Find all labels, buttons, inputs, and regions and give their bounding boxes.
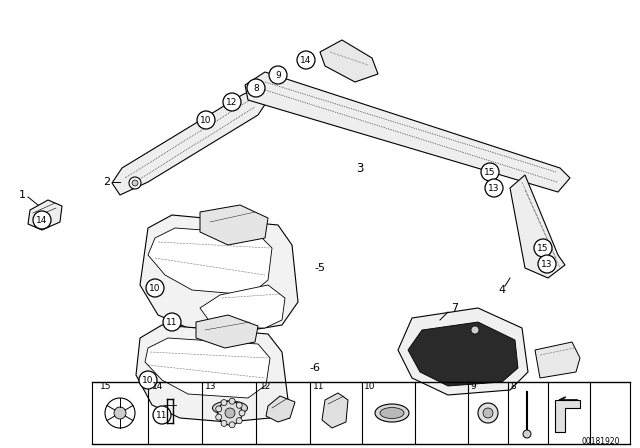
Circle shape [139,371,157,389]
Polygon shape [266,396,295,422]
Ellipse shape [375,404,409,422]
Text: 14: 14 [300,56,312,65]
Circle shape [223,93,241,111]
Text: 3: 3 [356,161,364,175]
Text: 13: 13 [205,382,216,391]
Circle shape [197,111,215,129]
Text: 14: 14 [152,382,163,391]
Circle shape [229,422,235,428]
Text: 15: 15 [100,382,111,391]
Polygon shape [398,308,528,395]
Text: 14: 14 [36,215,48,224]
Circle shape [229,398,235,404]
Circle shape [221,400,227,405]
Text: 15: 15 [484,168,496,177]
Polygon shape [322,393,348,428]
Circle shape [132,180,138,186]
Circle shape [153,406,171,424]
Polygon shape [140,215,298,330]
Circle shape [538,255,556,273]
Circle shape [483,408,493,418]
Circle shape [485,179,503,197]
Polygon shape [535,342,580,378]
Circle shape [225,408,235,418]
Circle shape [216,414,221,420]
Text: 10: 10 [200,116,212,125]
Circle shape [236,402,242,408]
Circle shape [523,430,531,438]
Circle shape [534,239,552,257]
Text: 4: 4 [499,285,506,295]
Text: 10: 10 [364,382,376,391]
Polygon shape [112,85,268,195]
Circle shape [239,410,245,416]
Circle shape [478,403,498,423]
Circle shape [163,313,181,331]
Polygon shape [510,175,565,278]
Circle shape [297,51,315,69]
Circle shape [471,326,479,334]
Text: 7: 7 [451,303,459,313]
Circle shape [481,163,499,181]
Text: 8: 8 [253,83,259,92]
Circle shape [114,407,126,419]
Text: 12: 12 [260,382,271,391]
Text: 13: 13 [541,259,553,268]
Polygon shape [136,325,288,422]
Polygon shape [196,315,258,348]
Polygon shape [320,40,378,82]
Text: 11: 11 [313,382,324,391]
Circle shape [218,401,242,425]
Text: 11: 11 [166,318,178,327]
Circle shape [247,79,265,97]
Circle shape [129,177,141,189]
Circle shape [269,66,287,84]
Polygon shape [408,322,518,386]
Ellipse shape [212,401,248,415]
Polygon shape [245,72,570,192]
Text: 9: 9 [470,382,476,391]
Text: -6: -6 [310,363,321,373]
Text: 15: 15 [537,244,548,253]
Text: 10: 10 [142,375,154,384]
Text: 8: 8 [510,382,516,391]
Circle shape [33,211,51,229]
Text: 00181920: 00181920 [582,436,620,445]
Text: 2: 2 [104,177,111,187]
Ellipse shape [380,408,404,418]
Circle shape [146,279,164,297]
Text: 1: 1 [19,190,26,200]
Polygon shape [555,400,580,432]
Polygon shape [200,205,268,245]
Text: 13: 13 [488,184,500,193]
Polygon shape [148,228,272,295]
Circle shape [221,420,227,426]
Text: 10: 10 [149,284,161,293]
Text: -5: -5 [314,263,326,273]
Polygon shape [28,200,62,230]
Circle shape [216,406,221,412]
Polygon shape [200,285,285,328]
Circle shape [236,418,242,424]
Text: 11: 11 [156,410,168,419]
Text: 9: 9 [275,70,281,79]
Polygon shape [145,338,270,398]
Text: 12: 12 [227,98,237,107]
